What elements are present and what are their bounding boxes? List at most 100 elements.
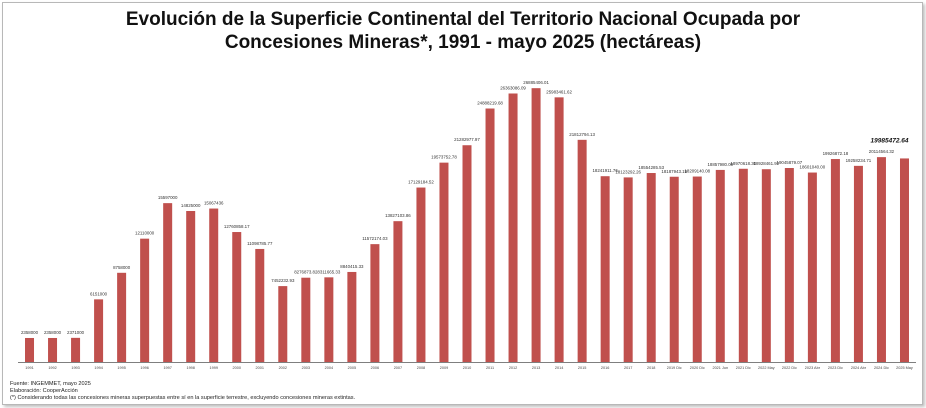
bar bbox=[324, 277, 334, 362]
x-tick-label: 2019 Dic bbox=[667, 366, 682, 370]
data-label: 24888219.68 bbox=[477, 101, 503, 106]
bar bbox=[255, 248, 265, 362]
bar bbox=[899, 158, 909, 362]
footnote: (*) Considerando todas las concesiones m… bbox=[10, 395, 356, 401]
chart-title-line1: Evolución de la Superficie Continental d… bbox=[125, 9, 801, 30]
data-label: 18187943.19 bbox=[661, 169, 687, 174]
x-tick-label: 2024 Abr bbox=[851, 366, 867, 370]
data-label: 7452232.93 bbox=[271, 278, 295, 283]
bar bbox=[117, 272, 127, 362]
x-tick-label: 2018 bbox=[647, 366, 655, 370]
bar bbox=[163, 203, 173, 362]
data-label: 20114564.32 bbox=[869, 149, 895, 154]
x-tick-label: 2023 Dic bbox=[828, 366, 843, 370]
x-tick-label: 2003 bbox=[302, 366, 310, 370]
x-tick-label: 2022 May bbox=[758, 366, 775, 370]
bar bbox=[232, 232, 242, 362]
bar bbox=[508, 93, 518, 363]
x-tick-label: 2002 bbox=[279, 366, 287, 370]
bar bbox=[71, 337, 81, 362]
data-label: 2371000 bbox=[67, 330, 85, 335]
data-label: 19926872.18 bbox=[823, 151, 849, 156]
bar bbox=[393, 221, 403, 362]
x-tick-label: 1998 bbox=[186, 366, 194, 370]
bar bbox=[416, 187, 426, 362]
footer-notes: Fuente: INGEMMET, mayo 2025 Elaboración:… bbox=[10, 381, 355, 402]
data-label: 17129184.52 bbox=[408, 180, 434, 185]
bar bbox=[554, 97, 564, 362]
x-tick-label: 2024 Dic bbox=[874, 366, 889, 370]
x-tick-label: 2023 Abr bbox=[805, 366, 821, 370]
x-tick-label: 2011 bbox=[486, 366, 494, 370]
bar bbox=[531, 88, 541, 363]
x-tick-label: 2009 bbox=[440, 366, 448, 370]
bar bbox=[715, 169, 725, 362]
x-tick-label: 1997 bbox=[163, 366, 171, 370]
bar bbox=[94, 299, 104, 362]
chart-title-line2: Concesiones Mineras*, 1991 - mayo 2025 (… bbox=[224, 32, 702, 53]
data-label: 26885406.01 bbox=[523, 80, 549, 85]
data-label: 15597000 bbox=[158, 195, 178, 200]
data-label: 21812794.13 bbox=[569, 132, 595, 137]
x-tick-label: 2021 Jun bbox=[712, 366, 728, 370]
data-label: 19573752.78 bbox=[431, 155, 457, 160]
bar bbox=[876, 157, 886, 362]
bar bbox=[784, 168, 794, 362]
data-label: 19258234.71 bbox=[846, 158, 872, 163]
bar bbox=[646, 173, 656, 362]
bar bbox=[25, 337, 35, 362]
data-label: 8276873.82 bbox=[294, 270, 318, 275]
bar bbox=[140, 238, 150, 362]
x-tick-label: 2012 bbox=[509, 366, 517, 370]
source-note: Fuente: INGEMMET, mayo 2025 bbox=[10, 381, 91, 387]
data-label: 14825000 bbox=[181, 203, 201, 208]
bar bbox=[830, 159, 840, 362]
data-label: 26363086.09 bbox=[500, 85, 526, 90]
data-label: 18857980.00 bbox=[707, 162, 733, 167]
bar bbox=[485, 108, 495, 362]
data-label: 25983461.62 bbox=[546, 89, 572, 94]
bar bbox=[462, 145, 472, 362]
x-tick-label: 2008 bbox=[417, 366, 425, 370]
x-tick-label: 1994 bbox=[94, 366, 102, 370]
x-tick-label: 2010 bbox=[463, 366, 471, 370]
x-tick-label: 2025 May bbox=[896, 366, 913, 370]
bar bbox=[600, 176, 610, 362]
bar bbox=[209, 208, 219, 362]
bar bbox=[692, 176, 702, 362]
x-tick-label: 2007 bbox=[394, 366, 402, 370]
x-tick-label: 2005 bbox=[348, 366, 356, 370]
x-tick-label: 1991 bbox=[25, 366, 33, 370]
data-label: 6151000 bbox=[90, 291, 108, 296]
bar bbox=[807, 172, 817, 362]
bar bbox=[278, 286, 288, 362]
data-label: 2358000 bbox=[21, 330, 39, 335]
bar bbox=[761, 169, 771, 362]
x-tick-label: 2006 bbox=[371, 366, 379, 370]
data-label: 13827103.86 bbox=[385, 213, 411, 218]
data-label: 18928461.92 bbox=[754, 161, 780, 166]
x-tick-label: 1992 bbox=[48, 366, 56, 370]
data-label: 12110000 bbox=[135, 231, 155, 236]
data-label: 19985472.64 bbox=[871, 137, 909, 144]
data-label: 2358000 bbox=[44, 330, 62, 335]
bar bbox=[370, 244, 380, 362]
data-label: 18554285.53 bbox=[638, 165, 664, 170]
x-tick-label: 2015 bbox=[578, 366, 586, 370]
bar bbox=[577, 139, 587, 362]
data-label: 8311665.33 bbox=[317, 269, 340, 274]
x-tick-label: 1999 bbox=[209, 366, 217, 370]
x-tick-label: 2000 bbox=[233, 366, 241, 370]
bar bbox=[439, 162, 449, 362]
bar bbox=[301, 277, 311, 362]
x-tick-label: 2020 Dic bbox=[690, 366, 705, 370]
x-tick-label: 1996 bbox=[140, 366, 148, 370]
bar bbox=[623, 177, 633, 362]
x-tick-label: 2013 bbox=[532, 366, 540, 370]
data-label: 19045879.07 bbox=[777, 160, 803, 165]
data-label: 8840415.33 bbox=[340, 264, 364, 269]
x-tick-label: 1993 bbox=[71, 366, 79, 370]
data-label: 18209140.08 bbox=[684, 169, 710, 174]
data-label: 18241911.76 bbox=[592, 168, 618, 173]
